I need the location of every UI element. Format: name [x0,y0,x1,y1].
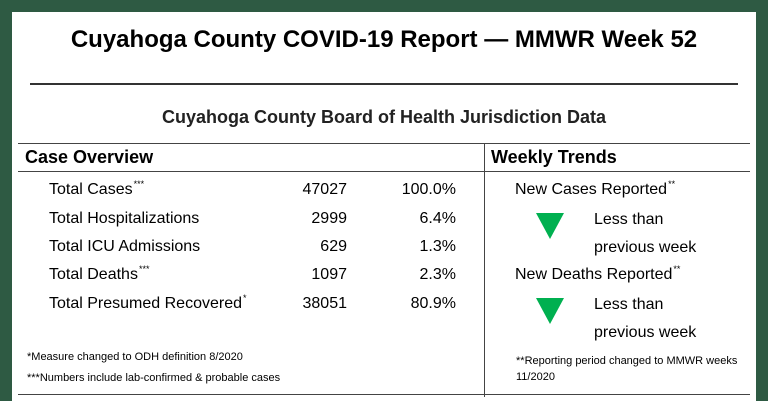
trend-status-line: Less than [594,296,664,313]
footnote-mark: * [242,293,247,303]
down-arrow-icon [536,213,564,239]
footnote-text: Numbers include lab-confirmed & probable… [39,372,281,384]
row-value: 1097 [311,266,347,283]
row-value: 629 [320,238,347,255]
footnote: ***Numbers include lab-confirmed & proba… [27,372,280,384]
report-subtitle: Cuyahoga County Board of Health Jurisdic… [161,107,607,127]
footnote-mark: *** [138,264,150,274]
row-label: Total Cases*** [49,179,145,199]
trend-status-line: previous week [594,239,697,256]
case-overview-heading: Case Overview [25,147,154,167]
row-percent: 6.4% [419,210,456,227]
section-header-divider [18,171,750,172]
row-percent: 2.3% [419,266,456,283]
row-percent: 1.3% [419,238,456,255]
weekly-trends-heading: Weekly Trends [491,147,617,167]
row-percent: 80.9% [410,295,456,312]
footnote-text: Reporting period changed to MMWR weeks 1… [516,355,738,383]
trend-status-line: Less than [594,211,664,228]
row-label: Total ICU Admissions [49,238,201,256]
row-label-text: Total Cases [49,181,133,198]
row-label: Total Deaths*** [49,264,150,284]
footnote-mark: ** [516,355,525,367]
trends-footnote: **Reporting period changed to MMWR weeks… [516,353,746,385]
row-label-text: Total Hospitalizations [49,210,200,227]
row-value: 38051 [302,295,348,312]
trend-label-cases: New Cases Reported** [515,179,676,199]
row-value: 2999 [311,210,347,227]
row-value: 47027 [302,181,348,198]
title-divider [30,83,738,85]
row-label: Total Hospitalizations [49,210,200,228]
row-label-text: Total ICU Admissions [49,238,201,255]
down-arrow-icon [536,298,564,324]
footnote-mark: * [27,351,32,363]
row-percent: 100.0% [401,181,456,198]
column-divider [484,143,485,397]
trend-label-deaths: New Deaths Reported** [515,264,681,284]
row-label-text: Total Deaths [49,266,138,283]
trend-status-deaths: Less than previous week [594,291,696,347]
footnote-mark: ** [668,179,676,189]
row-label: Total Presumed Recovered* [49,293,247,313]
trend-label-text: New Cases Reported [515,181,668,198]
bottom-divider [18,394,750,395]
trend-status-line: previous week [594,324,697,341]
section-top-divider [18,143,750,144]
trend-label-text: New Deaths Reported [515,266,673,283]
report-title: Cuyahoga County COVID-19 Report — MMWR W… [70,26,698,53]
trend-status-cases: Less than previous week [594,206,696,262]
footnote-mark: *** [133,179,145,189]
footnote-mark: *** [27,372,40,384]
footnote-text: Measure changed to ODH definition 8/2020 [31,351,243,363]
row-label-text: Total Presumed Recovered [49,295,242,312]
footnote-mark: ** [673,264,681,274]
footnote: *Measure changed to ODH definition 8/202… [27,351,243,363]
